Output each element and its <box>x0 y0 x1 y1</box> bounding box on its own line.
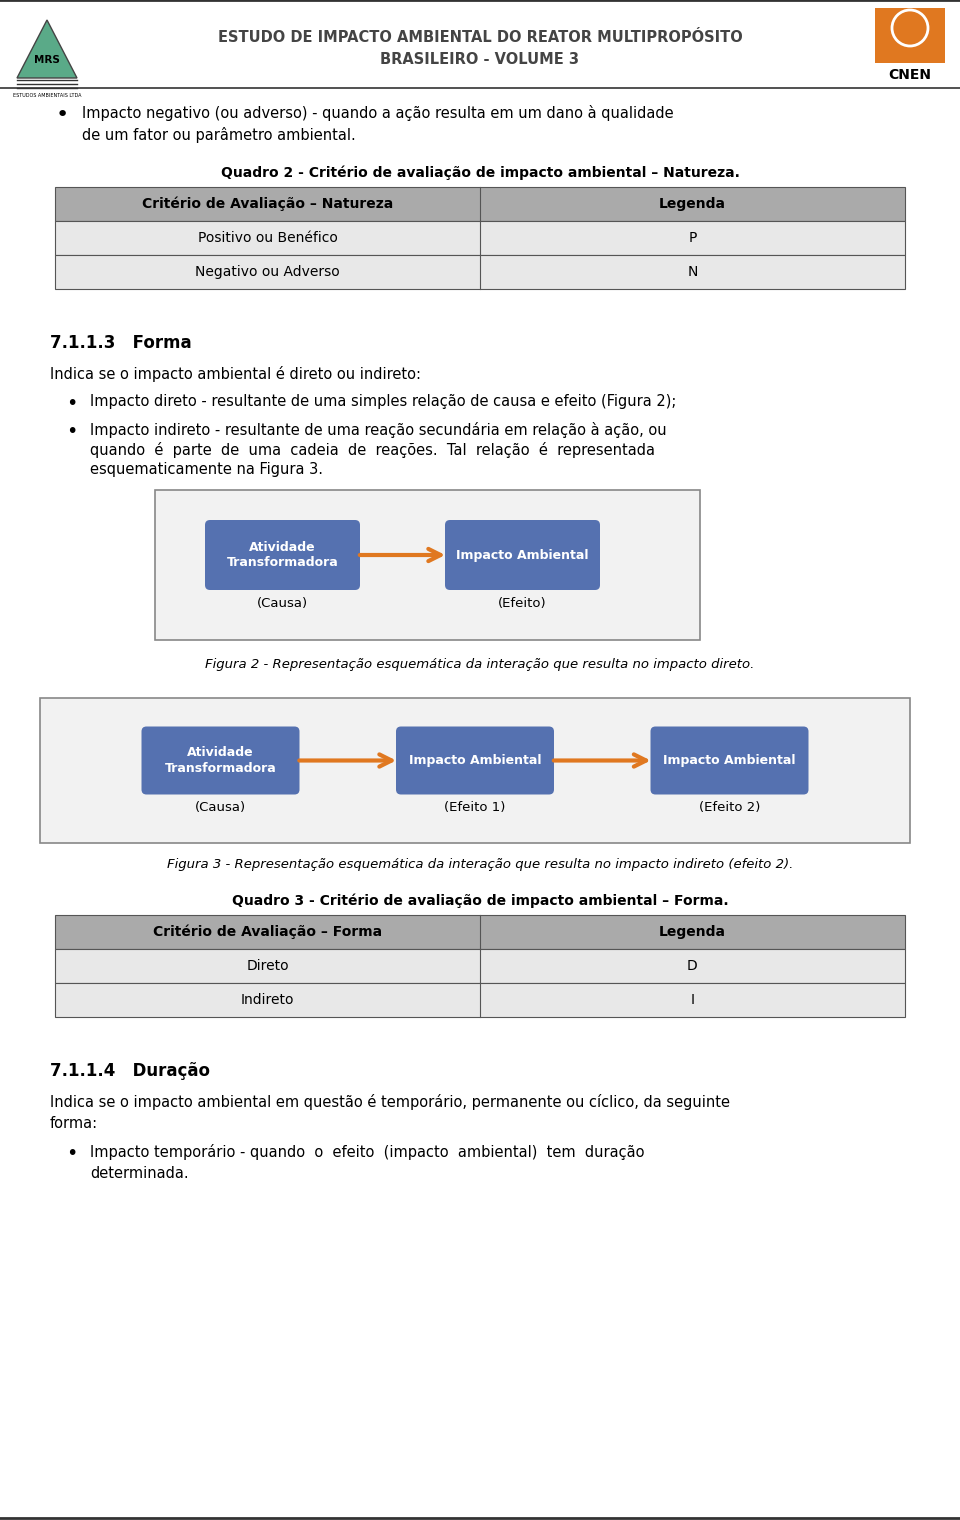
Text: •: • <box>66 394 78 413</box>
FancyBboxPatch shape <box>651 727 808 795</box>
Text: 7.1.1.3   Forma: 7.1.1.3 Forma <box>50 334 192 353</box>
Text: Legenda: Legenda <box>659 926 726 939</box>
Text: ESTUDO DE IMPACTO AMBIENTAL DO REATOR MULTIPROPÓSITO: ESTUDO DE IMPACTO AMBIENTAL DO REATOR MU… <box>218 30 742 46</box>
Text: forma:: forma: <box>50 1116 98 1131</box>
Text: (Causa): (Causa) <box>195 801 246 815</box>
Text: Critério de Avaliação – Natureza: Critério de Avaliação – Natureza <box>142 196 394 211</box>
Text: Atividade
Transformadora: Atividade Transformadora <box>227 541 338 568</box>
Text: D: D <box>687 959 698 973</box>
Text: Impacto temporário - quando  o  efeito  (impacto  ambiental)  tem  duração: Impacto temporário - quando o efeito (im… <box>90 1145 644 1160</box>
Text: P: P <box>688 231 697 245</box>
Text: (Efeito 1): (Efeito 1) <box>444 801 506 815</box>
Text: Impacto Ambiental: Impacto Ambiental <box>663 754 796 768</box>
Text: (Causa): (Causa) <box>257 597 308 610</box>
Bar <box>55 187 905 220</box>
Text: Legenda: Legenda <box>659 198 726 211</box>
FancyBboxPatch shape <box>141 727 300 795</box>
Text: ESTUDOS AMBIENTAIS LTDA: ESTUDOS AMBIENTAIS LTDA <box>12 93 82 97</box>
Text: 7.1.1.4   Duração: 7.1.1.4 Duração <box>50 1062 210 1081</box>
Bar <box>55 983 905 1017</box>
FancyBboxPatch shape <box>396 727 554 795</box>
Text: MRS: MRS <box>34 55 60 65</box>
Text: Quadro 2 - Critério de avaliação de impacto ambiental – Natureza.: Quadro 2 - Critério de avaliação de impa… <box>221 166 739 179</box>
FancyBboxPatch shape <box>445 520 600 590</box>
Text: BRASILEIRO - VOLUME 3: BRASILEIRO - VOLUME 3 <box>380 52 580 67</box>
Text: Impacto Ambiental: Impacto Ambiental <box>456 549 588 561</box>
Bar <box>40 698 910 844</box>
Text: Critério de Avaliação – Forma: Critério de Avaliação – Forma <box>153 924 382 939</box>
Text: Indica se o impacto ambiental é direto ou indireto:: Indica se o impacto ambiental é direto o… <box>50 366 421 382</box>
Text: Atividade
Transformadora: Atividade Transformadora <box>164 746 276 775</box>
Text: Impacto Ambiental: Impacto Ambiental <box>409 754 541 768</box>
Text: de um fator ou parâmetro ambiental.: de um fator ou parâmetro ambiental. <box>82 128 356 143</box>
Text: Indireto: Indireto <box>241 993 295 1008</box>
Bar <box>55 220 905 255</box>
Polygon shape <box>17 20 77 78</box>
Text: Figura 2 - Representação esquemática da interação que resulta no impacto direto.: Figura 2 - Representação esquemática da … <box>205 658 755 670</box>
Text: •: • <box>66 423 78 441</box>
Text: determinada.: determinada. <box>90 1166 188 1181</box>
Text: (Efeito 2): (Efeito 2) <box>699 801 760 815</box>
Text: •: • <box>66 1145 78 1163</box>
Text: esquematicamente na Figura 3.: esquematicamente na Figura 3. <box>90 462 323 477</box>
Text: •: • <box>56 105 68 125</box>
Text: (Efeito): (Efeito) <box>498 597 547 610</box>
Text: Direto: Direto <box>246 959 289 973</box>
Bar <box>55 948 905 983</box>
Text: Quadro 3 - Critério de avaliação de impacto ambiental – Forma.: Quadro 3 - Critério de avaliação de impa… <box>231 894 729 907</box>
Text: CNEN: CNEN <box>889 68 931 82</box>
Text: Impacto indireto - resultante de uma reação secundária em relação à ação, ou: Impacto indireto - resultante de uma rea… <box>90 423 666 438</box>
Text: I: I <box>690 993 694 1008</box>
Text: Negativo ou Adverso: Negativo ou Adverso <box>195 264 340 280</box>
Text: N: N <box>687 264 698 280</box>
Bar <box>55 255 905 289</box>
Bar <box>55 915 905 948</box>
Bar <box>155 489 700 640</box>
Text: quando  é  parte  de  uma  cadeia  de  reações.  Tal  relação  é  representada: quando é parte de uma cadeia de reações.… <box>90 442 655 458</box>
Text: Impacto direto - resultante de uma simples relação de causa e efeito (Figura 2);: Impacto direto - resultante de uma simpl… <box>90 394 677 409</box>
Text: Figura 3 - Representação esquemática da interação que resulta no impacto indiret: Figura 3 - Representação esquemática da … <box>167 857 793 871</box>
FancyBboxPatch shape <box>205 520 360 590</box>
Text: Indica se o impacto ambiental em questão é temporário, permanente ou cíclico, da: Indica se o impacto ambiental em questão… <box>50 1094 730 1110</box>
Text: Positivo ou Benéfico: Positivo ou Benéfico <box>198 231 337 245</box>
Text: Impacto negativo (ou adverso) - quando a ação resulta em um dano à qualidade: Impacto negativo (ou adverso) - quando a… <box>82 105 674 122</box>
Bar <box>875 8 945 62</box>
